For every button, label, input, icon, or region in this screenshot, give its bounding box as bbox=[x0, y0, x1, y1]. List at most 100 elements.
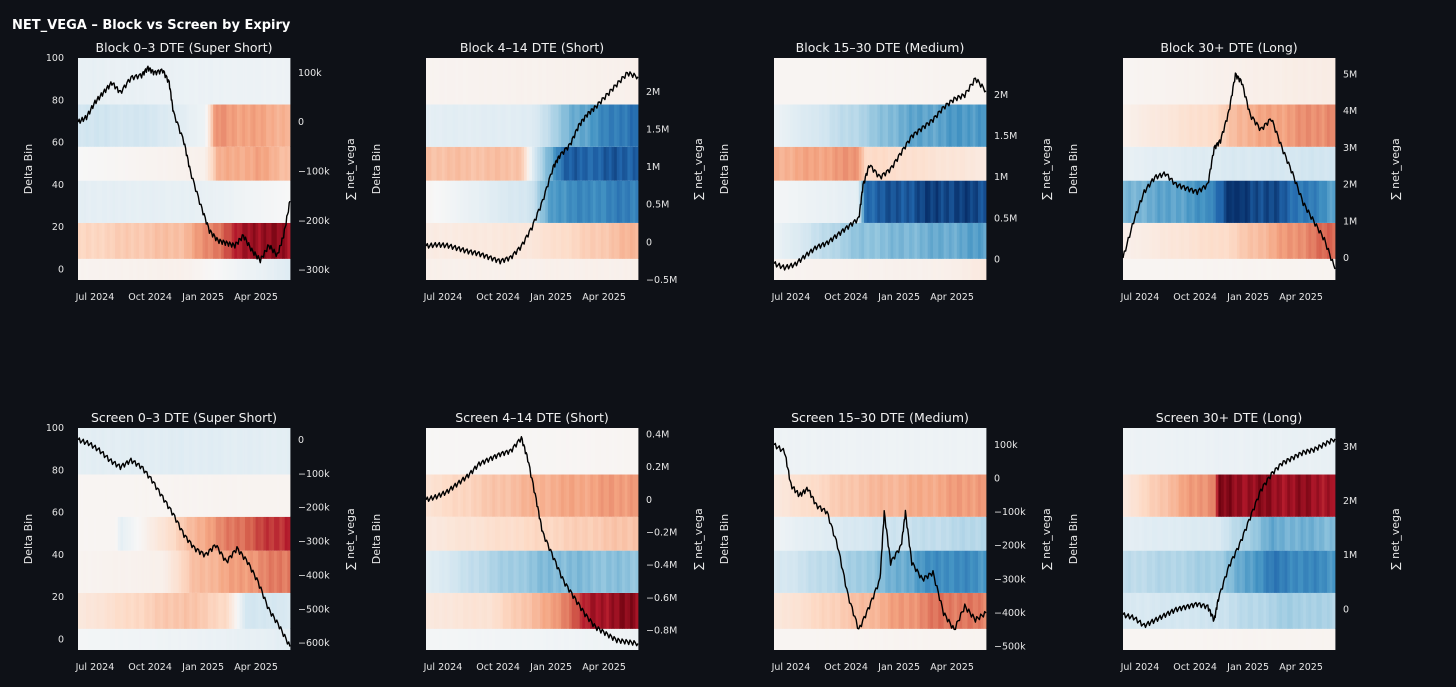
heatmap-cell bbox=[980, 516, 984, 551]
heatmap-cell bbox=[940, 58, 944, 105]
heatmap-cell bbox=[1258, 258, 1262, 280]
heatmap-cell bbox=[117, 592, 121, 629]
heatmap-cell bbox=[1236, 104, 1240, 147]
heatmap-cell bbox=[205, 474, 209, 517]
heatmap-cell bbox=[776, 428, 780, 475]
heatmap-cell bbox=[518, 428, 522, 475]
heatmap-cell bbox=[978, 428, 982, 475]
heatmap-cell bbox=[1329, 550, 1333, 593]
heatmap-cell bbox=[104, 146, 108, 181]
x-tick-label: Jan 2025 bbox=[181, 292, 224, 303]
heatmap-cell bbox=[508, 104, 512, 147]
heatmap-cell bbox=[502, 222, 506, 259]
heatmap-cell bbox=[1287, 222, 1291, 259]
heatmap-cell bbox=[1199, 104, 1203, 147]
heatmap-cell bbox=[260, 516, 264, 551]
heatmap-cell bbox=[1247, 628, 1251, 650]
heatmap-cell bbox=[893, 474, 897, 517]
heatmap-cell bbox=[901, 180, 905, 223]
heatmap-cell bbox=[832, 592, 836, 629]
heatmap-cell bbox=[893, 258, 897, 280]
heatmap-cell bbox=[276, 258, 280, 280]
heatmap-cell bbox=[821, 58, 825, 105]
heatmap-cell bbox=[954, 428, 958, 475]
heatmap-cell bbox=[808, 180, 812, 223]
heatmap-cell bbox=[1191, 104, 1195, 147]
heatmap-cell bbox=[260, 628, 264, 650]
heatmap-cell bbox=[199, 428, 203, 475]
heatmap-cell bbox=[252, 180, 256, 223]
heatmap-cell bbox=[837, 592, 841, 629]
heatmap-cell bbox=[832, 550, 836, 593]
heatmap-cell bbox=[632, 474, 636, 517]
heatmap-cell bbox=[489, 222, 493, 259]
heatmap-cell bbox=[449, 428, 453, 475]
heatmap-cell bbox=[439, 592, 443, 629]
heatmap-cell bbox=[157, 258, 161, 280]
heatmap-cell bbox=[776, 104, 780, 147]
heatmap-cell bbox=[205, 516, 209, 551]
heatmap-cell bbox=[455, 58, 459, 105]
heatmap-cell bbox=[532, 592, 536, 629]
heatmap-cell bbox=[983, 592, 987, 629]
heatmap-cell bbox=[827, 428, 831, 475]
heatmap-cell bbox=[194, 104, 198, 147]
heatmap-cell bbox=[1242, 180, 1246, 223]
heatmap-cell bbox=[78, 592, 82, 629]
heatmap-cell bbox=[117, 104, 121, 147]
heatmap-cell bbox=[1173, 550, 1177, 593]
heatmap-cell bbox=[117, 146, 121, 181]
heatmap-cell bbox=[1329, 222, 1333, 259]
heatmap-cell bbox=[954, 550, 958, 593]
heatmap-cell bbox=[840, 222, 844, 259]
heatmap-cell bbox=[526, 428, 530, 475]
heatmap-cell bbox=[872, 58, 876, 105]
heatmap-cell bbox=[930, 222, 934, 259]
y2-tick-label: −100k bbox=[298, 469, 330, 480]
heatmap-cell bbox=[266, 592, 270, 629]
heatmap-cell bbox=[590, 428, 594, 475]
heatmap-cell bbox=[1210, 550, 1214, 593]
heatmap-cell bbox=[128, 222, 132, 259]
heatmap-cell bbox=[571, 550, 575, 593]
heatmap-cell bbox=[460, 104, 464, 147]
heatmap-cell bbox=[279, 516, 283, 551]
heatmap-cell bbox=[811, 628, 815, 650]
heatmap-cell bbox=[935, 58, 939, 105]
heatmap-cell bbox=[96, 104, 100, 147]
heatmap-cell bbox=[946, 104, 950, 147]
heatmap-cell bbox=[803, 222, 807, 259]
heatmap-cell bbox=[853, 628, 857, 650]
x-tick-label: Oct 2024 bbox=[128, 292, 172, 303]
heatmap-cell bbox=[141, 592, 145, 629]
heatmap-cell bbox=[795, 592, 799, 629]
heatmap-cell bbox=[587, 516, 591, 551]
heatmap-cell bbox=[1268, 146, 1272, 181]
heatmap-cell bbox=[563, 592, 567, 629]
heatmap-cell bbox=[258, 58, 262, 105]
heatmap-cell bbox=[266, 550, 270, 593]
heatmap-cell bbox=[880, 104, 884, 147]
heatmap-cell bbox=[972, 222, 976, 259]
heatmap-cell bbox=[199, 550, 203, 593]
heatmap-cell bbox=[1236, 258, 1240, 280]
heatmap-cell bbox=[1250, 258, 1254, 280]
y2-tick-label: −600k bbox=[298, 638, 330, 649]
heatmap-cell bbox=[1295, 258, 1299, 280]
heatmap-cell bbox=[1313, 592, 1317, 629]
heatmap-cell bbox=[250, 258, 254, 280]
heatmap-cell bbox=[545, 180, 549, 223]
heatmap-cell bbox=[978, 628, 982, 650]
heatmap-cell bbox=[585, 258, 589, 280]
heatmap-cell bbox=[555, 474, 559, 517]
heatmap-cell bbox=[460, 550, 464, 593]
heatmap-cell bbox=[627, 146, 631, 181]
chart-svg: Block 0–3 DTE (Super Short)020406080100D… bbox=[22, 40, 357, 303]
heatmap-cell bbox=[184, 222, 188, 259]
heatmap-cell bbox=[1149, 180, 1153, 223]
heatmap-cell bbox=[848, 592, 852, 629]
heatmap-cell bbox=[529, 222, 533, 259]
heatmap-cell bbox=[117, 58, 121, 105]
heatmap-cell bbox=[1236, 428, 1240, 475]
heatmap-cell bbox=[239, 258, 243, 280]
